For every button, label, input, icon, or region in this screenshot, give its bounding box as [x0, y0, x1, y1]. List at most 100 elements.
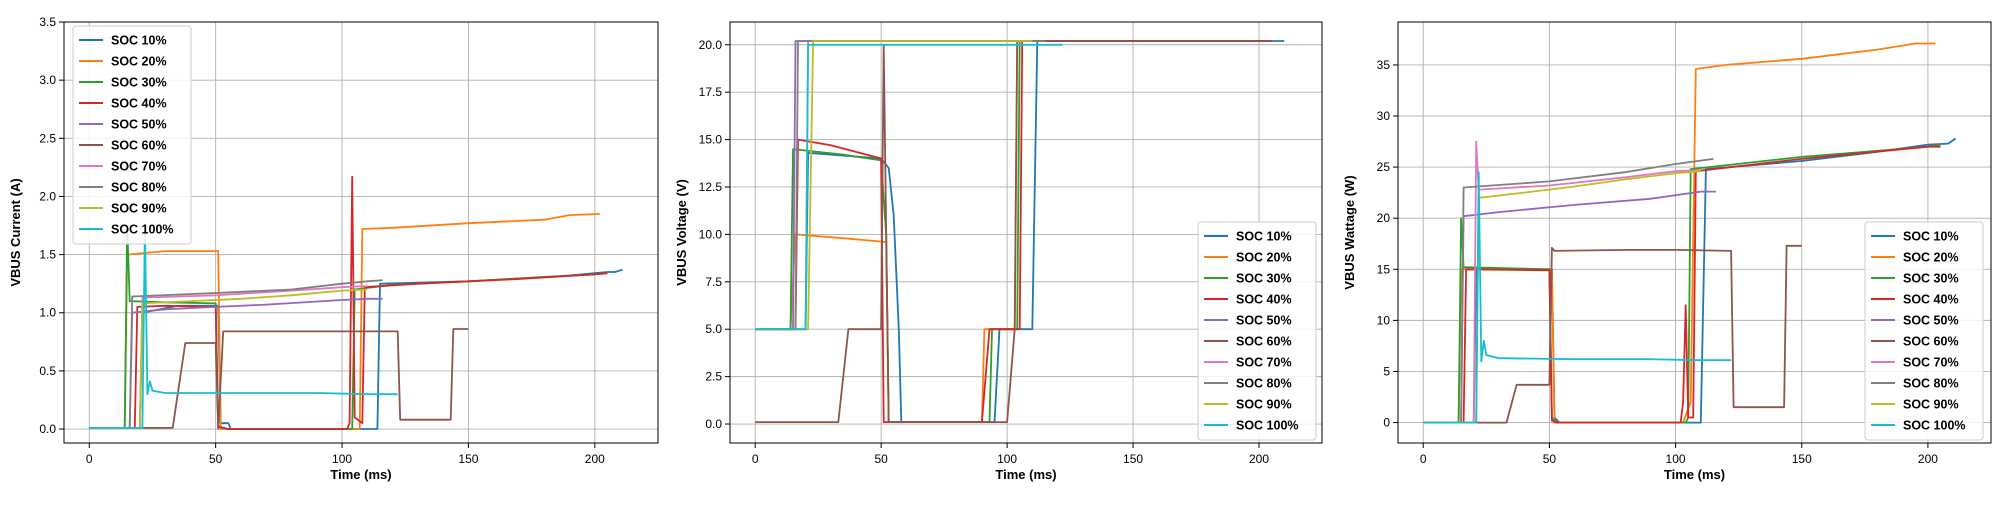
series-line-soc-50- — [755, 40, 1045, 331]
x-tick-label: 50 — [209, 452, 223, 466]
y-tick-label: 5 — [1383, 364, 1390, 378]
legend-label: SOC 40% — [1903, 293, 1959, 307]
y-tick-label: 0.0 — [705, 417, 722, 431]
x-tick-label: 200 — [1918, 452, 1938, 466]
x-tick-label: 100 — [332, 452, 352, 466]
series-line-soc-40- — [755, 40, 1272, 423]
y-tick-label: 15.0 — [699, 133, 723, 147]
x-axis-label: Time (ms) — [1664, 467, 1725, 482]
legend-label: SOC 40% — [111, 97, 167, 111]
x-tick-label: 100 — [997, 452, 1017, 466]
axes-frame — [729, 21, 1323, 444]
y-tick-label: 1.0 — [39, 306, 56, 320]
axes-frame — [63, 21, 659, 444]
legend-box — [72, 25, 192, 245]
x-tick-label: 150 — [458, 452, 478, 466]
y-tick-label: 30 — [1377, 109, 1391, 123]
series-line-soc-10- — [755, 40, 1285, 423]
x-tick-label: 150 — [1123, 452, 1143, 466]
legend-label: SOC 30% — [1236, 272, 1292, 286]
series-line-soc-20- — [1423, 42, 1936, 424]
y-tick-label: 15 — [1377, 262, 1391, 276]
series-line-soc-60- — [1423, 244, 1802, 424]
y-tick-label: 10 — [1377, 313, 1391, 327]
y-tick-label: 10.0 — [699, 227, 723, 241]
legend-box — [1197, 221, 1317, 441]
x-tick-label: 50 — [1543, 452, 1557, 466]
legend-label: SOC 10% — [1903, 230, 1959, 244]
legend-label: SOC 100% — [1236, 419, 1299, 433]
series-group — [1423, 42, 1957, 424]
legend-label: SOC 60% — [1903, 335, 1959, 349]
series-line-soc-100- — [1423, 171, 1732, 424]
legend-label: SOC 20% — [1903, 251, 1959, 265]
x-axis-label: Time (ms) — [995, 467, 1056, 482]
y-tick-label: 17.5 — [699, 85, 723, 99]
x-axis-label: Time (ms) — [330, 467, 391, 482]
series-line-soc-20- — [755, 40, 1272, 423]
legend-box — [1864, 221, 1984, 441]
legend-label: SOC 50% — [1236, 314, 1292, 328]
series-line-soc-70- — [1423, 140, 1701, 424]
y-tick-label: 25 — [1377, 160, 1391, 174]
legend-label: SOC 80% — [111, 181, 167, 195]
series-group — [755, 40, 1285, 423]
y-tick-label: 35 — [1377, 58, 1391, 72]
legend-label: SOC 70% — [1903, 356, 1959, 370]
x-tick-label: 0 — [86, 452, 93, 466]
y-tick-label: 5.0 — [705, 322, 722, 336]
y-tick-label: 2.0 — [39, 189, 56, 203]
legend-label: SOC 70% — [111, 160, 167, 174]
legend-label: SOC 50% — [1903, 314, 1959, 328]
series-line-soc-60- — [89, 328, 469, 430]
legend-label: SOC 80% — [1903, 377, 1959, 391]
legend-label: SOC 70% — [1236, 356, 1292, 370]
y-axis-label: VBUS Current (A) — [8, 178, 23, 286]
y-axis-label: VBUS Wattage (W) — [1342, 175, 1357, 289]
legend-label: SOC 90% — [1236, 398, 1292, 412]
x-tick-label: 150 — [1792, 452, 1812, 466]
series-line-soc-30- — [89, 224, 608, 430]
y-tick-label: 0.0 — [39, 422, 56, 436]
y-tick-label: 7.5 — [705, 275, 722, 289]
chart-panel-2: 0 50 100 150 200 0.0 2.5 5.0 7.5 10.0 12.5 15.0 17.5… — [674, 21, 1323, 482]
x-tick-label: 0 — [1420, 452, 1427, 466]
legend-label: SOC 90% — [1903, 398, 1959, 412]
x-tick-label: 200 — [585, 452, 605, 466]
series-line-soc-100- — [89, 224, 398, 429]
legend-label: SOC 10% — [111, 34, 167, 48]
y-tick-label: 3.0 — [39, 73, 56, 87]
legend-label: SOC 90% — [111, 202, 167, 216]
series-line-soc-30- — [1423, 143, 1941, 424]
series-line-soc-20- — [89, 213, 600, 430]
y-tick-label: 2.5 — [705, 370, 722, 384]
legend-label: SOC 60% — [111, 139, 167, 153]
series-line-soc-40- — [89, 175, 608, 430]
y-tick-label: 1.5 — [39, 248, 56, 262]
legend-label: SOC 80% — [1236, 377, 1292, 391]
y-tick-label: 20 — [1377, 211, 1391, 225]
x-tick-label: 50 — [874, 452, 888, 466]
y-tick-label: 2.5 — [39, 131, 56, 145]
legend-label: SOC 30% — [1903, 272, 1959, 286]
legend-label: SOC 100% — [111, 223, 174, 237]
series-line-soc-90- — [89, 288, 368, 429]
series-line-soc-60- — [755, 40, 1272, 423]
legend-label: SOC 100% — [1903, 419, 1966, 433]
series-line-soc-50- — [89, 297, 383, 429]
series-line-soc-80- — [1423, 158, 1714, 424]
y-tick-label: 3.5 — [39, 15, 56, 29]
x-tick-label: 200 — [1249, 452, 1269, 466]
legend: SOC 10% SOC 20% SOC 30% SOC 40% SOC 50% SOC 6… — [1197, 221, 1317, 441]
series-line-soc-10- — [89, 268, 623, 430]
legend-label: SOC 30% — [111, 76, 167, 90]
series-group — [89, 175, 623, 430]
chart-panel-3: 0 50 100 150 200 0 5 10 15 20 25 30 35 Time (ms) VBUS … — [1342, 21, 1992, 482]
legend-label: SOC 10% — [1236, 230, 1292, 244]
legend: SOC 10% SOC 20% SOC 30% SOC 40% SOC 50% SOC 6… — [72, 25, 192, 245]
series-line-soc-40- — [1423, 145, 1941, 424]
y-tick-label: 0 — [1383, 416, 1390, 430]
legend: SOC 10% SOC 20% SOC 30% SOC 40% SOC 50% SOC 6… — [1864, 221, 1984, 441]
